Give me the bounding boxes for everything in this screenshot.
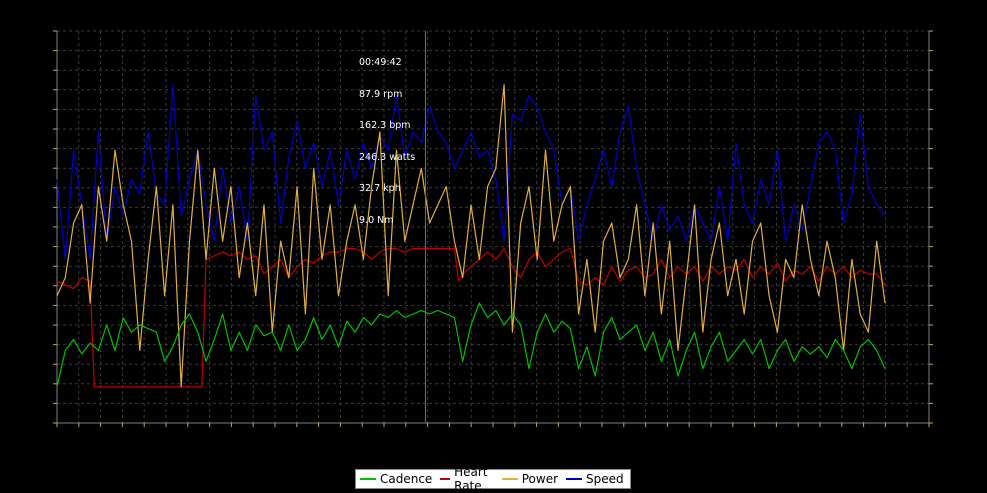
readout-speed: 32.7 kph xyxy=(359,183,401,194)
legend-label: Power xyxy=(521,472,559,486)
series-line-heart-rate xyxy=(56,247,886,388)
readout-power: 246.3 watts xyxy=(359,151,416,163)
legend-label: Heart Rate xyxy=(454,465,488,493)
readout-time: 00:49:42 xyxy=(359,57,402,68)
readout-cadence: 87.9 rpm xyxy=(359,88,403,100)
legend-swatch xyxy=(566,478,583,480)
series-line-cadence xyxy=(56,302,886,387)
chart-legend: Cadence Heart Rate Power Speed xyxy=(355,465,631,493)
legend-label: Speed xyxy=(586,472,624,486)
readout-heart-rate: 162.3 bpm xyxy=(359,120,411,131)
series-line-power xyxy=(56,84,886,388)
cursor-readout: 00:49:42 87.9 rpm 162.3 bpm 246.3 watts … xyxy=(359,37,415,237)
legend-item-cadence: Cadence xyxy=(360,472,432,486)
series-line-speed xyxy=(56,84,886,260)
legend-swatch xyxy=(440,478,451,480)
legend-swatch xyxy=(360,478,376,480)
legend-swatch xyxy=(501,478,518,480)
legend-item-power: Power xyxy=(501,472,559,486)
legend-item-speed: Speed xyxy=(566,472,624,486)
legend-label: Cadence xyxy=(380,472,433,486)
legend-item-heart-rate: Heart Rate xyxy=(440,465,493,493)
readout-torque: 9.0 Nm xyxy=(359,214,394,226)
